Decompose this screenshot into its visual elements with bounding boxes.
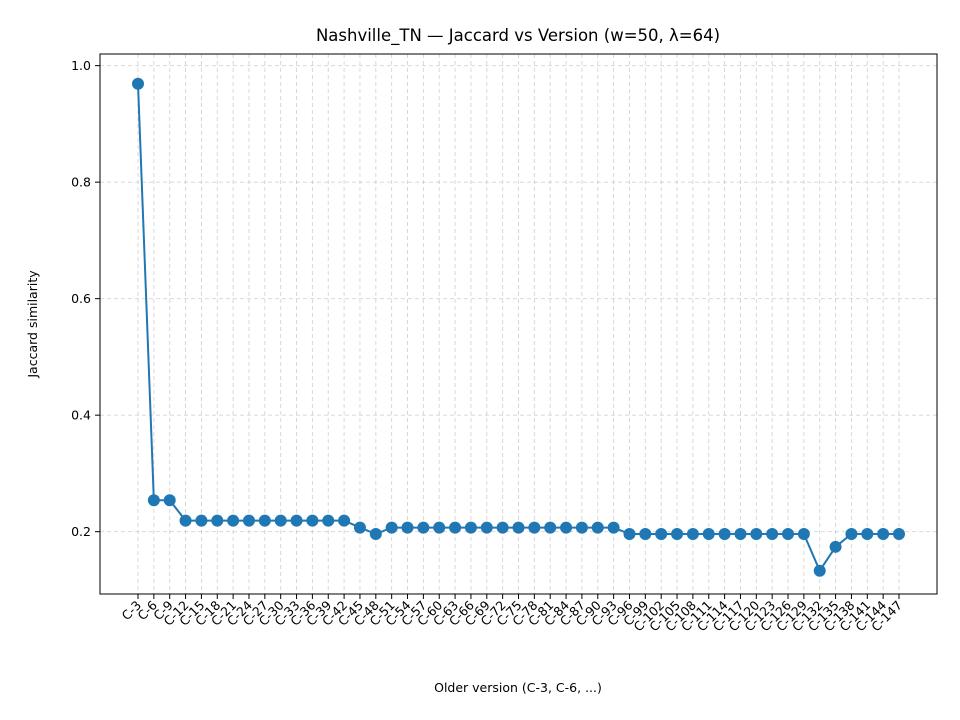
- data-point: [686, 528, 699, 540]
- data-point: [528, 521, 541, 534]
- data-point: [227, 514, 240, 527]
- data-point: [861, 528, 874, 540]
- series-layer: [132, 77, 905, 577]
- data-point: [575, 521, 588, 534]
- data-point: [385, 521, 398, 534]
- data-point: [480, 521, 493, 534]
- data-point: [147, 494, 160, 507]
- data-point: [290, 514, 303, 527]
- data-point: [496, 521, 509, 534]
- y-tick-label: 0.2: [71, 524, 91, 539]
- data-point: [639, 528, 652, 540]
- data-point: [766, 528, 779, 540]
- data-point: [417, 521, 430, 534]
- data-point: [258, 514, 271, 527]
- data-point: [179, 514, 192, 527]
- data-point: [369, 528, 382, 540]
- data-point: [893, 528, 905, 540]
- data-point: [607, 521, 620, 534]
- data-point: [845, 528, 858, 540]
- data-point: [702, 528, 715, 540]
- data-point: [623, 528, 636, 540]
- data-point: [750, 528, 763, 540]
- data-point: [195, 514, 208, 527]
- data-point: [322, 514, 335, 527]
- data-point: [306, 514, 319, 527]
- y-tick-label: 1.0: [71, 58, 91, 73]
- data-point: [433, 521, 446, 534]
- x-axis: C-3C-6C-9C-12C-15C-18C-21C-24C-27C-30C-3…: [119, 594, 905, 634]
- data-point: [655, 528, 668, 540]
- x-axis-label: Older version (C-3, C-6, ...): [434, 680, 602, 695]
- data-point: [242, 514, 255, 527]
- data-point: [671, 528, 684, 540]
- data-point: [401, 521, 414, 534]
- grid: [100, 54, 937, 594]
- data-point: [163, 494, 176, 507]
- data-point: [560, 521, 573, 534]
- data-point: [512, 521, 525, 534]
- data-point: [877, 528, 890, 540]
- data-point: [782, 528, 795, 540]
- data-point: [591, 521, 604, 534]
- data-point: [464, 521, 477, 534]
- chart-title: Nashville_TN — Jaccard vs Version (w=50,…: [316, 26, 720, 46]
- data-point: [829, 540, 842, 553]
- data-point: [211, 514, 224, 527]
- y-axis-label: Jaccard similarity: [25, 270, 40, 379]
- y-tick-label: 0.8: [71, 175, 91, 190]
- data-point: [338, 514, 351, 527]
- data-point: [813, 564, 826, 577]
- y-tick-label: 0.6: [71, 291, 91, 306]
- data-point: [797, 528, 810, 540]
- data-point: [718, 528, 731, 540]
- data-point: [132, 77, 144, 90]
- data-point: [274, 514, 287, 527]
- data-point: [353, 521, 366, 534]
- y-tick-label: 0.4: [71, 408, 91, 423]
- data-point: [734, 528, 747, 540]
- data-point: [544, 521, 557, 534]
- y-axis: 0.2 0.4 0.6 0.8 1.0: [71, 58, 100, 539]
- data-point: [449, 521, 462, 534]
